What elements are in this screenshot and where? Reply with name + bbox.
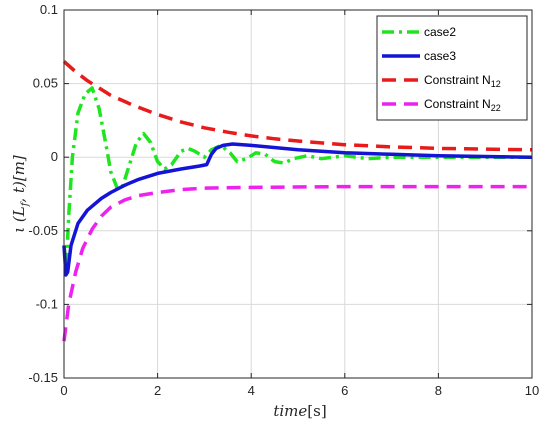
y-tick-label: -0.05: [28, 223, 58, 238]
series-line-2: [62, 60, 533, 152]
y-tick-label: -0.15: [28, 370, 58, 385]
series-line-0: [62, 86, 532, 270]
y-axis-label: ι (Lf, t)[m]: [10, 155, 31, 233]
x-tick-label: 4: [248, 383, 255, 398]
series-line-3: [62, 184, 532, 342]
x-tick-label: 2: [154, 383, 161, 398]
ticks: [63, 9, 533, 379]
x-tick-label: 8: [435, 383, 442, 398]
y-tick-label: 0.1: [40, 2, 58, 17]
x-tick-label: 0: [60, 383, 67, 398]
y-tick-label: -0.1: [36, 296, 58, 311]
y-tick-label: 0.05: [33, 76, 58, 91]
legend-label-2: Constraint N12: [424, 73, 501, 89]
legend-label-3: Constraint N22: [424, 97, 501, 113]
y-tick-label: 0: [51, 149, 58, 164]
series-line-1: [62, 142, 533, 277]
tick-labels: 0 2 4 6 8 10 -0.15 -0.1 -0.05 0 0.05 0.1: [28, 2, 539, 398]
plot-frame: [63, 9, 533, 379]
legend-label-0: case2: [424, 25, 456, 39]
x-tick-label: 10: [525, 383, 539, 398]
legend-label-1: case3: [424, 49, 456, 63]
x-tick-label: 6: [341, 383, 348, 398]
plot-lines: [62, 60, 533, 342]
legend: case2 case3 Constraint N12 Constraint N22: [376, 15, 528, 121]
x-axis-label: time[s]: [273, 402, 326, 420]
